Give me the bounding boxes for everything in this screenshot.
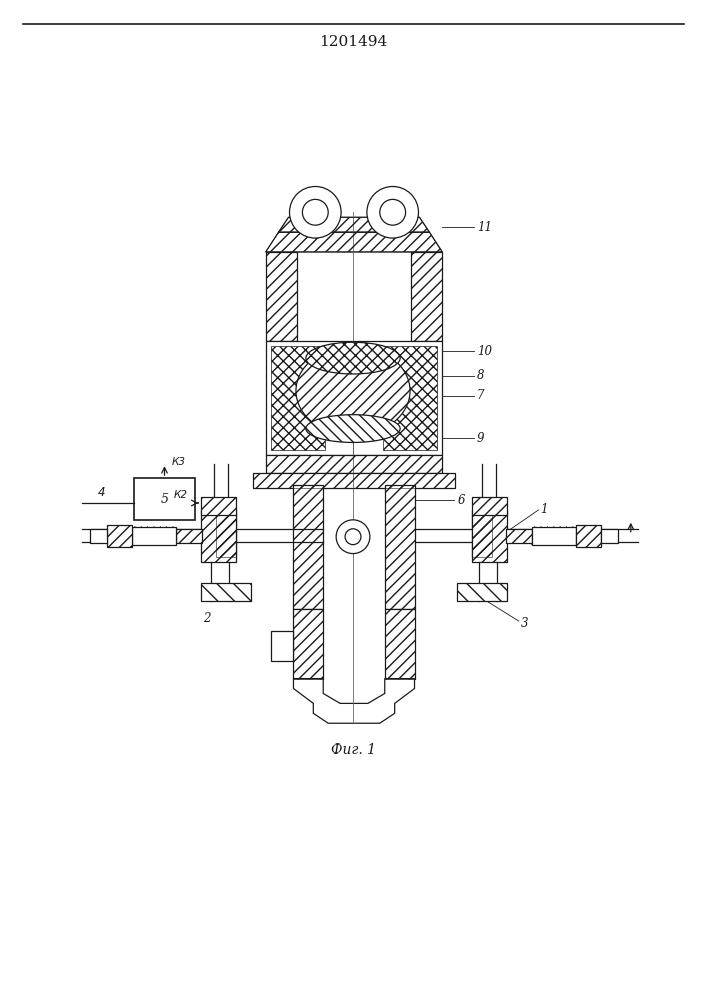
Bar [457, 583, 507, 601]
Bar [382, 346, 438, 450]
Bar [90, 529, 107, 543]
Ellipse shape [296, 346, 410, 436]
Bar [253, 473, 455, 488]
Bar [216, 515, 236, 557]
Bar [576, 525, 601, 547]
Text: 3: 3 [520, 617, 528, 630]
Bar [506, 529, 532, 543]
Bar [266, 455, 443, 473]
Bar [601, 529, 618, 543]
Bar [201, 510, 236, 562]
Bar [201, 583, 251, 601]
Polygon shape [279, 217, 429, 232]
Circle shape [303, 199, 328, 225]
Bar [472, 497, 507, 515]
Text: Фиг. 1: Фиг. 1 [330, 743, 375, 757]
Bar [132, 527, 177, 545]
Bar [216, 515, 236, 557]
Polygon shape [266, 232, 443, 252]
Circle shape [380, 199, 406, 225]
Text: К3: К3 [171, 457, 185, 467]
Polygon shape [293, 679, 414, 723]
Text: К2: К2 [173, 490, 187, 500]
Bar [266, 252, 298, 341]
Bar [457, 583, 507, 601]
Text: 6: 6 [457, 493, 464, 506]
Ellipse shape [306, 342, 400, 374]
Bar [293, 485, 323, 609]
Bar [266, 455, 443, 473]
Bar [472, 515, 492, 557]
Text: 1: 1 [541, 503, 548, 516]
Bar [201, 583, 251, 601]
Circle shape [336, 520, 370, 554]
Text: 9: 9 [477, 432, 484, 445]
Bar [177, 529, 202, 543]
Bar [107, 525, 132, 547]
Bar [266, 341, 443, 455]
Bar [385, 609, 414, 679]
Bar [271, 631, 293, 661]
Bar [107, 525, 132, 547]
Text: 5: 5 [160, 493, 168, 506]
Bar [293, 609, 323, 679]
Circle shape [289, 186, 341, 238]
Bar [266, 252, 298, 341]
Bar [411, 252, 443, 341]
Text: 2: 2 [203, 612, 211, 625]
Text: 11: 11 [477, 221, 492, 234]
Text: 10: 10 [477, 345, 492, 358]
Bar [134, 478, 195, 520]
Bar [177, 529, 202, 543]
Bar [201, 510, 236, 562]
Bar [532, 527, 576, 545]
Text: 8: 8 [477, 369, 484, 382]
Bar [411, 252, 443, 341]
Bar [201, 497, 236, 515]
Bar [253, 473, 455, 488]
Bar [506, 529, 532, 543]
Bar [472, 497, 507, 515]
Bar [385, 485, 414, 609]
Bar [293, 609, 323, 679]
Bar [472, 515, 492, 557]
Bar [293, 485, 323, 609]
Bar [385, 609, 414, 679]
Ellipse shape [306, 415, 400, 442]
Bar [472, 510, 507, 562]
Circle shape [345, 529, 361, 545]
Text: 4: 4 [98, 486, 106, 499]
Circle shape [367, 186, 419, 238]
Text: 1201494: 1201494 [319, 35, 387, 49]
Bar [201, 497, 236, 515]
Text: 7: 7 [477, 389, 484, 402]
Bar [472, 510, 507, 562]
Bar [271, 346, 325, 450]
Bar [576, 525, 601, 547]
Bar [385, 485, 414, 609]
